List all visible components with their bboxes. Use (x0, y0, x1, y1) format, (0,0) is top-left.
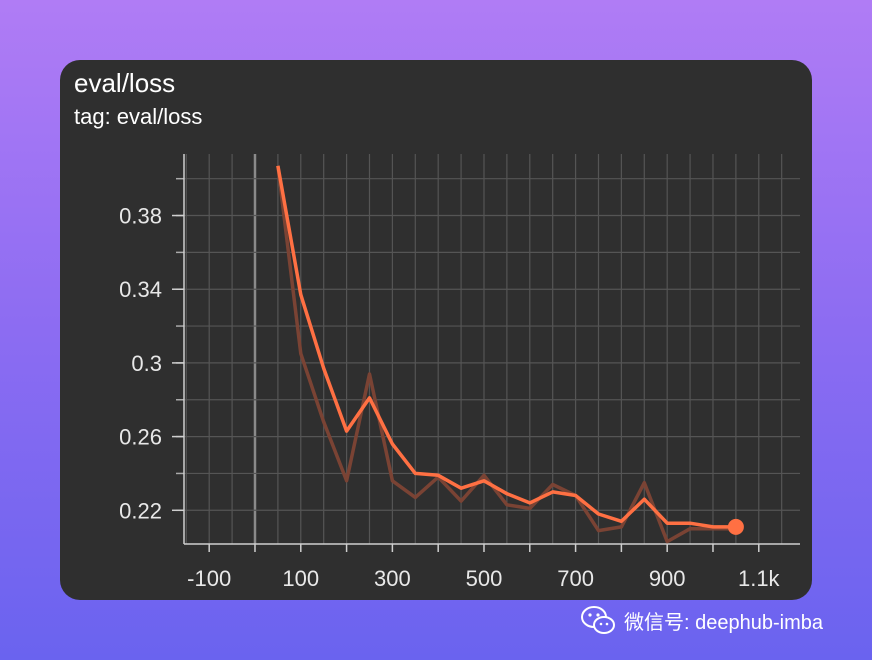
watermark-text: 微信号: deephub-imba (624, 611, 823, 634)
x-tick-label: 100 (282, 566, 319, 591)
x-tick-label: 1.1k (738, 566, 781, 591)
smoothed-loss-line (276, 165, 736, 529)
watermark: 微信号: deephub-imba (580, 604, 823, 636)
last-point-marker (727, 518, 744, 535)
x-tick-label: -100 (187, 566, 231, 591)
x-tick-label: 900 (649, 566, 686, 591)
y-tick-label: 0.22 (119, 498, 162, 523)
x-tick-label: 700 (557, 566, 594, 591)
y-tick-label: 0.26 (119, 425, 162, 450)
y-tick-label: 0.34 (119, 277, 162, 302)
x-tick-label: 500 (466, 566, 503, 591)
chart-subtitle: tag: eval/loss (74, 104, 203, 129)
raw-loss-line (276, 165, 736, 544)
y-tick-label: 0.3 (131, 351, 162, 376)
line-chart: 0.22 0.26 0.3 0.34 0.38 -100 100 300 500 700 900 1.… (119, 154, 800, 591)
wechat-icon (581, 606, 615, 634)
chart-title: eval/loss (74, 68, 176, 98)
x-tick-label: 300 (374, 566, 411, 591)
y-tick-label: 0.38 (119, 204, 162, 229)
chart-card: eval/loss tag: eval/loss 0.22 0.26 0.3 0.34… (60, 60, 812, 600)
